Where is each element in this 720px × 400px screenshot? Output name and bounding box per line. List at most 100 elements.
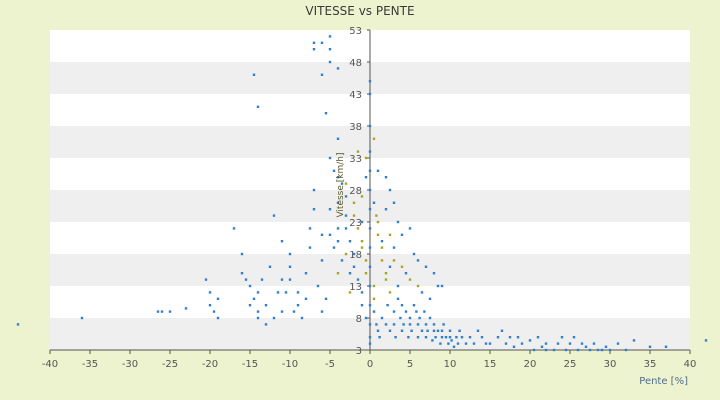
data-point	[328, 208, 332, 211]
data-point	[260, 278, 264, 281]
data-point	[256, 310, 260, 313]
data-point	[500, 329, 504, 332]
data-point	[476, 329, 480, 332]
data-point	[392, 323, 396, 326]
data-point	[368, 208, 372, 211]
data-point	[552, 348, 556, 352]
data-point	[420, 291, 424, 294]
data-point	[458, 329, 461, 332]
y-tick-label: 8	[356, 314, 362, 325]
data-point	[352, 201, 356, 204]
data-point	[396, 297, 400, 300]
data-point	[439, 342, 442, 345]
data-point	[368, 284, 372, 288]
data-point	[348, 240, 352, 243]
x-tick-label: -25	[162, 359, 178, 370]
data-point	[368, 92, 372, 96]
data-point	[336, 137, 340, 140]
data-point	[432, 323, 436, 326]
y-tick-label: 33	[349, 154, 362, 165]
data-point	[296, 291, 300, 294]
data-point	[264, 323, 268, 326]
x-tick-label: 15	[484, 359, 497, 370]
data-point	[280, 310, 284, 313]
data-point	[364, 176, 368, 179]
x-tick-label: 20	[524, 359, 537, 370]
data-point	[448, 336, 452, 339]
data-point	[312, 48, 316, 51]
y-tick-label: 38	[349, 122, 362, 133]
data-point	[348, 291, 352, 294]
data-point	[216, 316, 220, 320]
data-point	[447, 342, 450, 345]
data-point	[340, 259, 344, 262]
data-point	[284, 291, 288, 294]
data-point	[156, 310, 160, 313]
data-point	[400, 233, 404, 236]
data-point	[364, 316, 368, 320]
data-point	[388, 291, 392, 294]
x-tick-label: -15	[242, 359, 258, 370]
data-point	[252, 297, 256, 300]
x-tick-label: -20	[202, 359, 218, 370]
data-point	[368, 336, 372, 339]
data-point	[320, 259, 324, 262]
y-tick-label: 18	[349, 250, 362, 261]
data-point	[384, 323, 388, 326]
data-point	[360, 246, 364, 249]
data-point	[240, 252, 244, 256]
data-point	[408, 323, 412, 326]
data-point	[312, 208, 316, 211]
data-point	[452, 345, 456, 348]
data-point	[560, 336, 564, 339]
data-point	[564, 348, 568, 352]
x-ticks: -40 -35 -30 -25 -20 -15 -10 -5 0 5 10 15 20 25 30 35 40	[42, 350, 697, 370]
data-point	[520, 342, 524, 345]
data-point	[376, 233, 380, 236]
x-axis-label: Pente [%]	[639, 376, 688, 387]
data-point	[316, 284, 320, 288]
data-point	[568, 342, 572, 345]
data-point	[296, 304, 300, 307]
data-point	[392, 259, 396, 262]
x-tick-label: 40	[684, 359, 697, 370]
data-point	[208, 304, 212, 307]
data-point	[608, 348, 612, 352]
data-point	[408, 316, 412, 320]
data-point	[360, 240, 364, 243]
y-tick-label: 23	[349, 218, 362, 229]
data-point	[504, 342, 508, 345]
data-point	[424, 336, 428, 339]
data-point	[536, 336, 540, 339]
data-point	[248, 284, 252, 288]
x-tick-label: 5	[407, 359, 413, 370]
data-point	[426, 329, 429, 332]
data-point	[418, 316, 421, 320]
data-point	[240, 272, 244, 275]
data-point	[372, 297, 376, 300]
data-point	[368, 323, 372, 326]
data-point	[288, 265, 292, 268]
data-point	[344, 227, 348, 230]
data-point	[336, 201, 340, 204]
data-point	[312, 41, 316, 44]
data-point	[592, 342, 596, 345]
data-point	[332, 169, 336, 172]
data-point	[336, 176, 340, 179]
data-point	[516, 336, 520, 339]
data-point	[384, 208, 388, 211]
data-point	[344, 195, 348, 198]
data-point	[624, 348, 628, 352]
data-point	[336, 240, 340, 243]
data-point	[432, 272, 436, 275]
data-point	[632, 339, 636, 342]
data-point	[272, 214, 276, 217]
data-point	[431, 339, 434, 342]
data-point	[336, 272, 340, 275]
data-point	[256, 316, 260, 320]
data-point	[368, 124, 372, 128]
data-point	[80, 316, 84, 320]
data-point	[356, 150, 360, 153]
data-point	[320, 310, 324, 313]
